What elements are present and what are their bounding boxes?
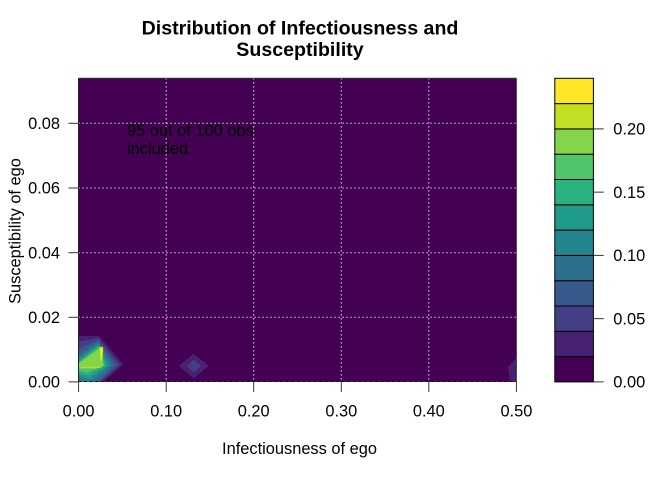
svg-text:0.06: 0.06: [28, 180, 60, 198]
svg-text:Susceptibility of ego: Susceptibility of ego: [7, 158, 25, 304]
svg-text:0.10: 0.10: [613, 247, 645, 265]
svg-text:0.10: 0.10: [150, 402, 182, 420]
svg-text:0.15: 0.15: [613, 184, 645, 202]
svg-text:Distribution of Infectiousness: Distribution of Infectiousness and: [142, 18, 459, 40]
svg-text:0.02: 0.02: [28, 309, 60, 327]
svg-text:95 out of 100 obs.: 95 out of 100 obs.: [127, 122, 258, 140]
svg-text:0.50: 0.50: [500, 402, 532, 420]
svg-text:0.00: 0.00: [613, 374, 645, 392]
svg-text:0.00: 0.00: [28, 374, 60, 392]
svg-text:0.20: 0.20: [238, 402, 270, 420]
svg-text:Infectiousness of ego: Infectiousness of ego: [222, 440, 377, 458]
svg-text:0.30: 0.30: [325, 402, 357, 420]
svg-text:Susceptibility: Susceptibility: [236, 39, 363, 61]
svg-text:0.00: 0.00: [63, 402, 95, 420]
svg-text:0.20: 0.20: [613, 121, 645, 139]
svg-text:0.05: 0.05: [613, 310, 645, 328]
svg-text:included: included: [127, 140, 188, 158]
svg-text:0.08: 0.08: [28, 115, 60, 133]
svg-text:0.40: 0.40: [413, 402, 445, 420]
svg-text:0.04: 0.04: [28, 244, 60, 262]
